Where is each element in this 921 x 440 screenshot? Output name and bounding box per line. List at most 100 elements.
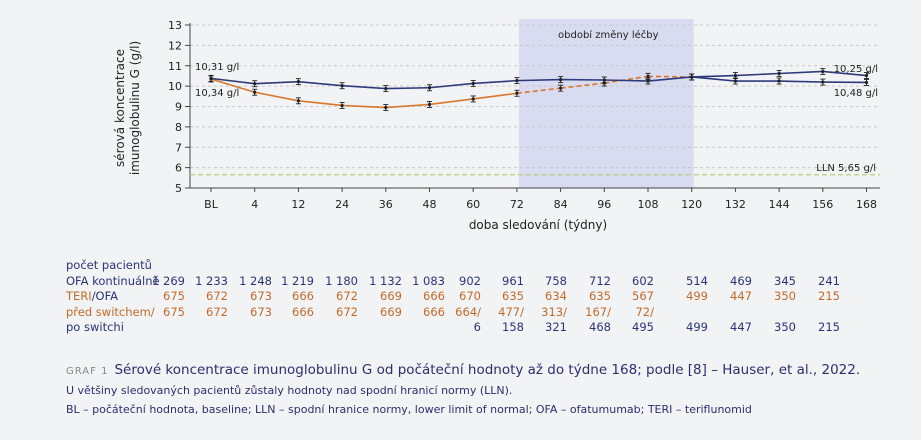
- series-teri-point-5: [427, 102, 432, 107]
- table-cell: 72/: [635, 304, 654, 319]
- table-cell: 241: [818, 273, 840, 288]
- series-teri-segment-3: [342, 104, 386, 109]
- series-ofa-segment-1: [254, 80, 299, 85]
- table-cell: 499: [686, 320, 708, 334]
- table-cell: 447: [730, 320, 752, 334]
- series-after_switch-segment-11: [691, 76, 736, 82]
- series-ofa-segment-6: [473, 79, 517, 85]
- row-label-after-switch: po switchi: [66, 320, 124, 334]
- series-ofa-segment-7: [516, 78, 561, 82]
- series-teri-segment-1: [254, 91, 299, 102]
- table-cell: 215: [818, 320, 840, 334]
- xtick-label-156: 156: [812, 198, 833, 211]
- caption-line-3: BL – počáteční hodnota, baseline; LLN – …: [66, 403, 752, 416]
- table-cell: 664/: [455, 304, 481, 319]
- series-teri-point-8: [559, 86, 563, 90]
- xtick-label-168: 168: [856, 198, 877, 211]
- table-cell: 672: [336, 289, 358, 303]
- series-ofa-point-6: [471, 81, 475, 86]
- table-cell: 447: [730, 289, 752, 303]
- series-ofa-point-0: [209, 76, 213, 80]
- xtick-label-72: 72: [510, 198, 524, 211]
- series-ofa-segment-5: [429, 82, 474, 89]
- table-cell: 634: [545, 289, 567, 303]
- table-cell: 675: [163, 289, 185, 303]
- row-label-ofa: OFA kontinuálně: [66, 273, 160, 288]
- ytick-label-10: 10: [168, 80, 182, 93]
- row-label-teri: TERI/OFA: [66, 289, 118, 303]
- annotation-right-top: 10,25 g/l: [834, 64, 878, 75]
- table-cell: 961: [502, 273, 524, 288]
- row-label-teri-part2: /OFA: [91, 289, 119, 303]
- xtick-label-60: 60: [466, 198, 480, 211]
- series-teri-segment-2: [298, 99, 343, 107]
- xtick-label-4: 4: [251, 198, 258, 211]
- table-title-text: počet pacientů: [66, 258, 152, 272]
- xtick-label-BL: BL: [204, 198, 219, 211]
- lln-label: LLN 5,65 g/l: [816, 163, 876, 174]
- table-cell: 902: [459, 273, 481, 288]
- series-teri-segment-0: [210, 78, 255, 94]
- xtick-label-96: 96: [597, 198, 611, 211]
- table-cell: 672: [336, 304, 358, 319]
- xtick-label-48: 48: [423, 198, 437, 211]
- caption-title-line: GRAF 1 Sérové koncentrace imunoglobulinu …: [66, 362, 906, 378]
- series-ofa-point-3: [340, 84, 344, 88]
- series-teri-segment-4: [385, 103, 430, 109]
- table-cell: 672: [206, 304, 228, 319]
- ytick-label-5: 5: [175, 182, 182, 195]
- series-ofa-point-4: [384, 86, 388, 91]
- annotation-left-top: 10,31 g/l: [195, 62, 239, 73]
- caption-number: GRAF 1: [66, 366, 109, 377]
- series-teri-point-6: [471, 97, 475, 101]
- series-ofa-segment-2: [298, 80, 343, 87]
- xtick-label-24: 24: [335, 198, 349, 211]
- series-after_switch-point-14: [821, 80, 825, 84]
- table-cell: 669: [380, 304, 402, 319]
- ytick-label-12: 12: [168, 39, 182, 52]
- series-after_switch-point-12: [733, 79, 738, 83]
- row-label-before-switch: před switchem/: [66, 304, 155, 319]
- table-cell: 1 180: [325, 273, 358, 288]
- table-cell: 468: [589, 320, 611, 334]
- table-cell: 345: [774, 273, 796, 288]
- table-cell: 669: [380, 289, 402, 303]
- table-cell: 758: [545, 273, 567, 288]
- ytick-label-7: 7: [175, 141, 182, 154]
- table-cell: 1 083: [412, 273, 445, 288]
- table-cell: 1 269: [152, 273, 185, 288]
- table-cell: 1 248: [239, 273, 272, 288]
- series-ofa-point-13: [777, 71, 781, 76]
- series-teri-point-10: [646, 74, 650, 78]
- series-ofa-segment-14: [822, 70, 867, 77]
- ytick-label-8: 8: [175, 121, 182, 134]
- table-cell: 499: [686, 289, 708, 303]
- table-cell: 602: [632, 273, 654, 288]
- table-cell: 215: [818, 289, 840, 303]
- series-ofa-segment-4: [385, 86, 430, 90]
- table-cell: 1 219: [281, 273, 314, 288]
- table-cell: 6: [473, 320, 481, 334]
- series-ofa-segment-12: [735, 72, 780, 77]
- igg-line-chart: období změny léčby 5 6 7 8 9 10 11 12 13 LLN 5,65 …: [113, 19, 880, 232]
- series-ofa-point-15: [864, 73, 869, 78]
- series-teri-segment-5: [429, 98, 474, 106]
- series-teri-point-3: [340, 103, 344, 108]
- table-cell: 469: [730, 273, 752, 288]
- table-cell: 514: [686, 273, 708, 288]
- y-axis-title-line2: imunoglobulinu G (g/l): [128, 41, 142, 175]
- table-cell: 477/: [498, 304, 524, 319]
- xtick-label-12: 12: [291, 198, 305, 211]
- series-after_switch-point-15: [864, 80, 869, 85]
- treatment-switch-region: [518, 19, 694, 188]
- series-teri-point-1: [253, 90, 257, 94]
- series-teri-segment-7: [516, 87, 561, 95]
- table-cell: 158: [502, 320, 524, 334]
- series-ofa-segment-11: [691, 74, 736, 78]
- annotation-left-bottom: 10,34 g/l: [195, 88, 239, 99]
- series-ofa-point-14: [821, 69, 825, 74]
- table-cell: 666: [423, 289, 445, 303]
- series-teri-segment-9: [604, 75, 649, 84]
- ytick-label-6: 6: [175, 162, 182, 175]
- ytick-label-13: 13: [168, 19, 182, 32]
